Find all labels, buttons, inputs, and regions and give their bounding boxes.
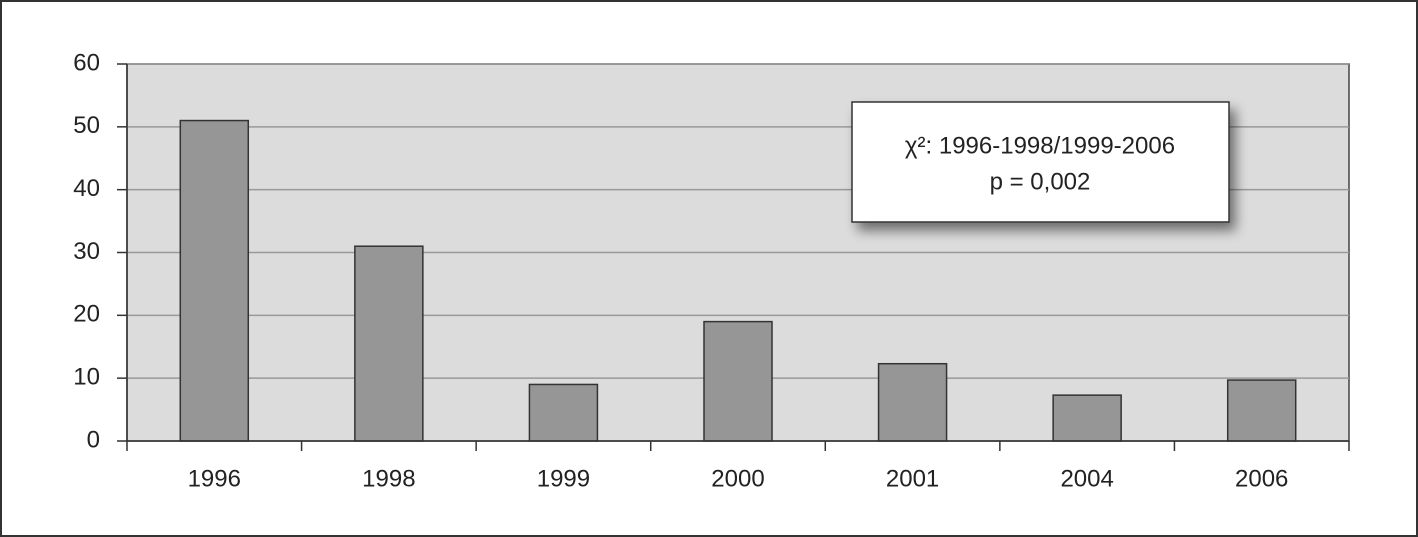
- bar: [877, 362, 948, 442]
- y-tick-label: 30: [73, 238, 100, 265]
- bar: [1226, 379, 1297, 442]
- bar: [354, 245, 424, 442]
- bar: [1052, 394, 1122, 442]
- y-tick-label: 50: [73, 112, 100, 139]
- bar: [528, 383, 599, 442]
- x-tick-label: 2004: [1060, 465, 1113, 492]
- x-tick-label: 2001: [886, 465, 939, 492]
- x-tick-label: 1999: [537, 465, 590, 492]
- annotation: χ²: 1996-1998/1999-2006: [905, 132, 1175, 159]
- x-tick-label: 2006: [1235, 465, 1288, 492]
- bar: [179, 119, 250, 442]
- x-tick-label: 2000: [711, 465, 764, 492]
- y-tick-label: 10: [73, 364, 100, 391]
- annotation: p = 0,002: [990, 168, 1091, 195]
- x-tick-label: 1998: [362, 465, 415, 492]
- y-tick-label: 60: [73, 49, 100, 76]
- y-tick-label: 40: [73, 175, 100, 202]
- x-tick-label: 1996: [188, 465, 241, 492]
- y-tick-label: 20: [73, 301, 100, 328]
- y-tick-label: 0: [87, 426, 100, 453]
- annotation-box: [851, 101, 1230, 223]
- bar: [703, 320, 773, 442]
